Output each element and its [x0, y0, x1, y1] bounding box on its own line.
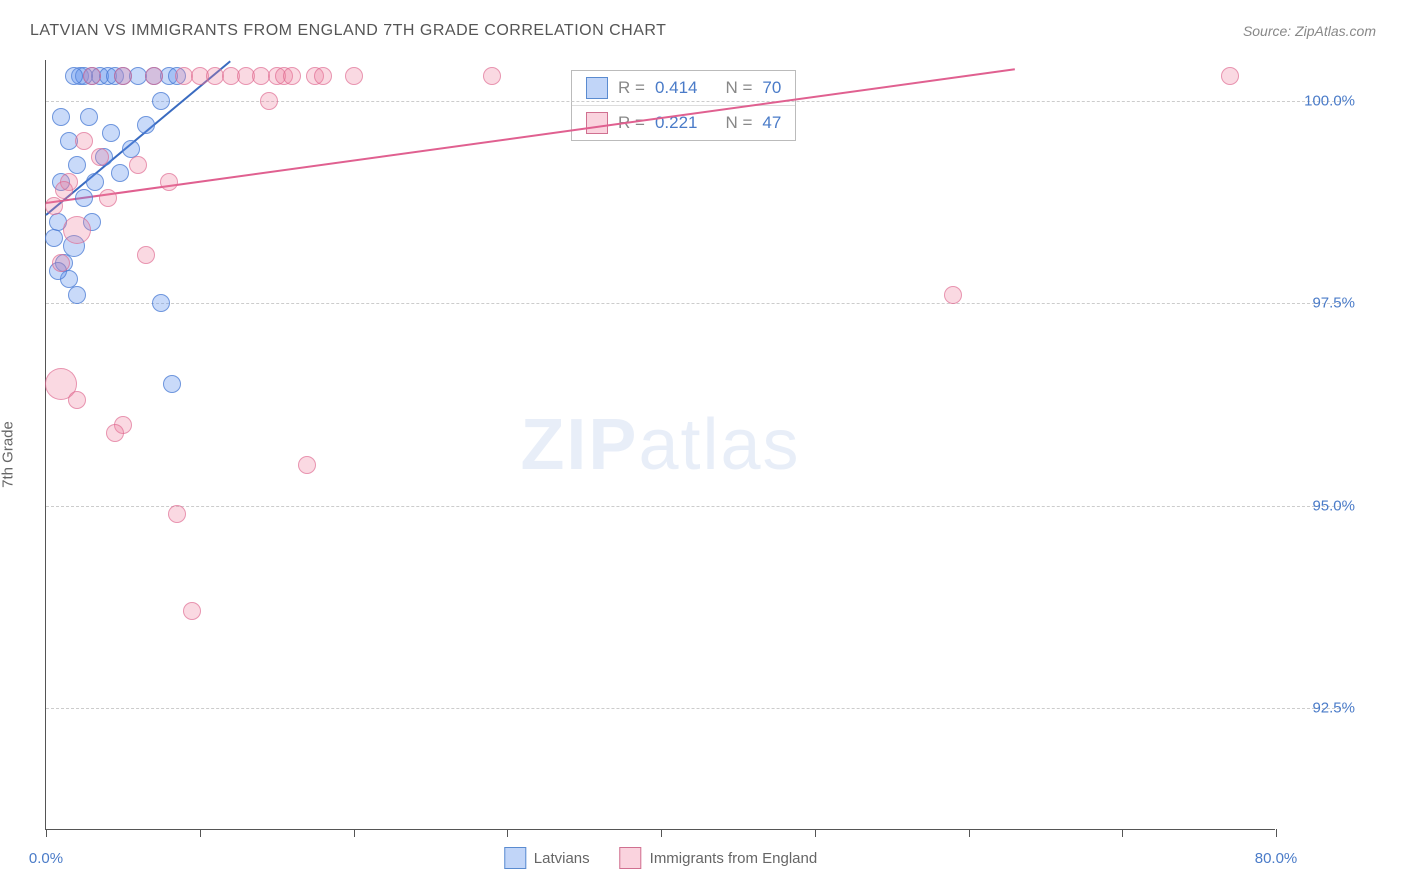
x-tick — [507, 829, 508, 837]
data-point — [99, 189, 117, 207]
data-point — [75, 132, 93, 150]
gridline — [46, 708, 1345, 709]
x-tick — [354, 829, 355, 837]
legend-label: Immigrants from England — [650, 850, 818, 867]
source-attribution: Source: ZipAtlas.com — [1243, 23, 1376, 39]
x-tick — [969, 829, 970, 837]
plot-area: ZIPatlas R = 0.414 N = 70 R = 0.221 N = … — [45, 60, 1275, 830]
legend-label: Latvians — [534, 850, 590, 867]
data-point — [137, 116, 155, 134]
data-point — [1221, 67, 1239, 85]
x-tick-label: 0.0% — [29, 850, 63, 867]
data-point — [145, 67, 163, 85]
data-point — [86, 173, 104, 191]
data-point — [129, 156, 147, 174]
swatch-blue-icon — [586, 77, 608, 99]
data-point — [944, 286, 962, 304]
x-tick-label: 80.0% — [1255, 850, 1298, 867]
y-tick-label: 100.0% — [1304, 92, 1355, 109]
data-point — [168, 505, 186, 523]
data-point — [68, 156, 86, 174]
x-tick — [1276, 829, 1277, 837]
watermark-light: atlas — [638, 405, 800, 485]
x-tick — [815, 829, 816, 837]
watermark-bold: ZIP — [520, 405, 638, 485]
data-point — [45, 229, 63, 247]
data-point — [137, 246, 155, 264]
x-tick — [200, 829, 201, 837]
trend-line-pink — [46, 68, 1015, 204]
data-point — [45, 197, 63, 215]
legend-item-england: Immigrants from England — [620, 847, 818, 869]
chart-header: LATVIAN VS IMMIGRANTS FROM ENGLAND 7TH G… — [30, 22, 1376, 40]
y-tick-label: 92.5% — [1312, 700, 1355, 717]
x-tick — [46, 829, 47, 837]
data-point — [106, 424, 124, 442]
swatch-pink-icon — [620, 847, 642, 869]
data-point — [298, 456, 316, 474]
data-point — [68, 391, 86, 409]
n-value-blue: 70 — [762, 78, 781, 98]
data-point — [260, 92, 278, 110]
data-point — [75, 189, 93, 207]
data-point — [163, 375, 181, 393]
data-point — [483, 67, 501, 85]
legend-item-latvians: Latvians — [504, 847, 590, 869]
x-tick — [1122, 829, 1123, 837]
legend: Latvians Immigrants from England — [504, 847, 817, 869]
swatch-pink-icon — [586, 112, 608, 134]
gridline — [46, 101, 1345, 102]
data-point — [91, 148, 109, 166]
stats-row-pink: R = 0.221 N = 47 — [572, 105, 795, 140]
data-point — [283, 67, 301, 85]
x-tick — [661, 829, 662, 837]
n-value-pink: 47 — [762, 113, 781, 133]
gridline — [46, 303, 1345, 304]
gridline — [46, 506, 1345, 507]
data-point — [52, 108, 70, 126]
data-point — [152, 92, 170, 110]
data-point — [183, 602, 201, 620]
swatch-blue-icon — [504, 847, 526, 869]
data-point — [65, 67, 83, 85]
n-label: N = — [725, 113, 752, 133]
data-point — [160, 173, 178, 191]
stats-box: R = 0.414 N = 70 R = 0.221 N = 47 — [571, 70, 796, 141]
data-point — [102, 124, 120, 142]
chart-title: LATVIAN VS IMMIGRANTS FROM ENGLAND 7TH G… — [30, 22, 666, 40]
r-label: R = — [618, 78, 645, 98]
data-point — [52, 254, 70, 272]
data-point — [80, 108, 98, 126]
data-point — [68, 286, 86, 304]
y-tick-label: 97.5% — [1312, 295, 1355, 312]
data-point — [111, 164, 129, 182]
y-tick-label: 95.0% — [1312, 497, 1355, 514]
data-point — [314, 67, 332, 85]
r-value-blue: 0.414 — [655, 78, 698, 98]
data-point — [63, 216, 91, 244]
data-point — [152, 294, 170, 312]
n-label: N = — [725, 78, 752, 98]
y-axis-label: 7th Grade — [0, 421, 17, 488]
data-point — [55, 181, 73, 199]
data-point — [345, 67, 363, 85]
data-point — [83, 67, 101, 85]
watermark: ZIPatlas — [520, 404, 800, 486]
data-point — [114, 67, 132, 85]
